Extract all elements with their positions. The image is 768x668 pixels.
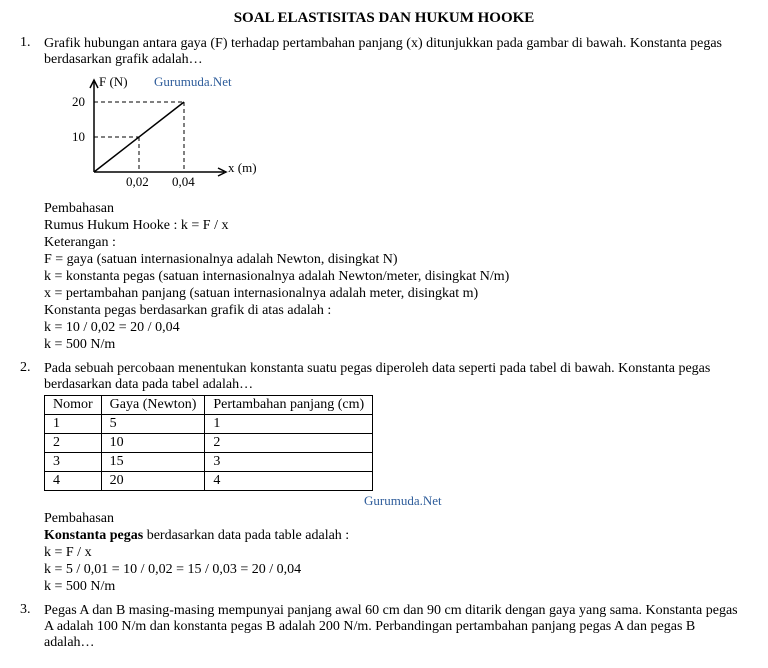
problem-3-content: Pegas A dan B masing-masing mempunyai pa… <box>44 602 748 652</box>
table-row: 2 10 2 <box>45 434 373 453</box>
force-extension-graph: F (N) 20 10 0,02 0,04 x (m) Gurumuda.Net <box>64 72 748 197</box>
svg-text:F (N): F (N) <box>99 74 128 89</box>
q2-line-2: k = 500 N/m <box>44 579 748 595</box>
problem-1: 1. Grafik hubungan antara gaya (F) terha… <box>20 35 748 354</box>
table-row: 4 20 4 <box>45 472 373 491</box>
problem-2: 2. Pada sebuah percobaan menentukan kons… <box>20 360 748 596</box>
problem-1-text: Grafik hubungan antara gaya (F) terhadap… <box>44 36 748 68</box>
q1-line-3: k = konstanta pegas (satuan internasiona… <box>44 269 748 285</box>
q1-line-4: x = pertambahan panjang (satuan internas… <box>44 286 748 302</box>
q1-line-5: Konstanta pegas berdasarkan grafik di at… <box>44 303 748 319</box>
q2-line-1: k = 5 / 0,01 = 10 / 0,02 = 15 / 0,03 = 2… <box>44 562 748 578</box>
q1-line-6: k = 10 / 0,02 = 20 / 0,04 <box>44 320 748 336</box>
spring-data-table: Nomor Gaya (Newton) Pertambahan panjang … <box>44 395 373 491</box>
svg-text:0,04: 0,04 <box>172 174 195 189</box>
q2-bold-line: Konstanta pegas berdasarkan data pada ta… <box>44 528 748 544</box>
problem-1-content: Grafik hubungan antara gaya (F) terhadap… <box>44 35 748 354</box>
svg-text:x (m): x (m) <box>228 160 257 175</box>
watermark-1: Gurumuda.Net <box>154 74 232 90</box>
q1-line-0: Rumus Hukum Hooke : k = F / x <box>44 218 748 234</box>
watermark-2: Gurumuda.Net <box>364 493 748 510</box>
table-row: 3 15 3 <box>45 453 373 472</box>
col-gaya: Gaya (Newton) <box>101 396 205 415</box>
svg-text:10: 10 <box>72 129 85 144</box>
problem-3: 3. Pegas A dan B masing-masing mempunyai… <box>20 602 748 652</box>
problem-2-content: Pada sebuah percobaan menentukan konstan… <box>44 360 748 596</box>
pembahasan-2-label: Pembahasan <box>44 511 748 527</box>
graph-svg: F (N) 20 10 0,02 0,04 x (m) <box>64 72 284 192</box>
col-nomor: Nomor <box>45 396 102 415</box>
q1-line-2: F = gaya (satuan internasionalnya adalah… <box>44 252 748 268</box>
svg-text:20: 20 <box>72 94 85 109</box>
q1-line-7: k = 500 N/m <box>44 337 748 353</box>
page-title: SOAL ELASTISITAS DAN HUKUM HOOKE <box>20 10 748 27</box>
table-row: 1 5 1 <box>45 415 373 434</box>
svg-text:0,02: 0,02 <box>126 174 149 189</box>
problem-3-number: 3. <box>20 602 44 652</box>
pembahasan-1-label: Pembahasan <box>44 201 748 217</box>
q1-line-1: Keterangan : <box>44 235 748 251</box>
problem-3-text: Pegas A dan B masing-masing mempunyai pa… <box>44 603 748 651</box>
problem-2-number: 2. <box>20 360 44 596</box>
problem-1-number: 1. <box>20 35 44 354</box>
col-panjang: Pertambahan panjang (cm) <box>205 396 373 415</box>
table-header-row: Nomor Gaya (Newton) Pertambahan panjang … <box>45 396 373 415</box>
q2-line-0: k = F / x <box>44 545 748 561</box>
problem-2-text: Pada sebuah percobaan menentukan konstan… <box>44 361 748 393</box>
